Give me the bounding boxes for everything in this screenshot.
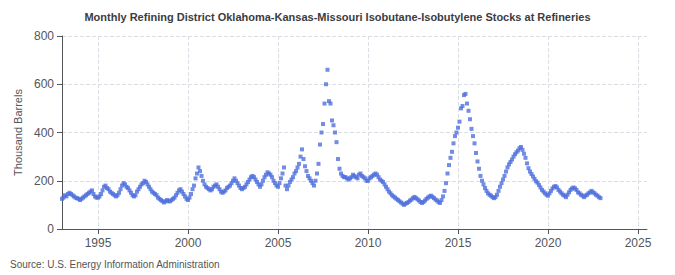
- svg-text:1995: 1995: [85, 236, 112, 250]
- svg-text:Thousand Barrels: Thousand Barrels: [12, 89, 24, 176]
- svg-text:800: 800: [34, 29, 54, 43]
- svg-text:2010: 2010: [355, 236, 382, 250]
- svg-text:Source: U.S. Energy Informatio: Source: U.S. Energy Information Administ…: [10, 259, 220, 270]
- svg-text:200: 200: [34, 174, 54, 188]
- svg-text:2000: 2000: [175, 236, 202, 250]
- svg-text:2025: 2025: [625, 236, 652, 250]
- svg-text:Monthly Refining District Okla: Monthly Refining District Oklahoma-Kansa…: [84, 11, 590, 23]
- svg-text:2015: 2015: [445, 236, 472, 250]
- svg-text:2005: 2005: [265, 236, 292, 250]
- svg-text:2020: 2020: [535, 236, 562, 250]
- svg-text:400: 400: [34, 126, 54, 140]
- svg-text:600: 600: [34, 77, 54, 91]
- svg-text:0: 0: [47, 222, 54, 236]
